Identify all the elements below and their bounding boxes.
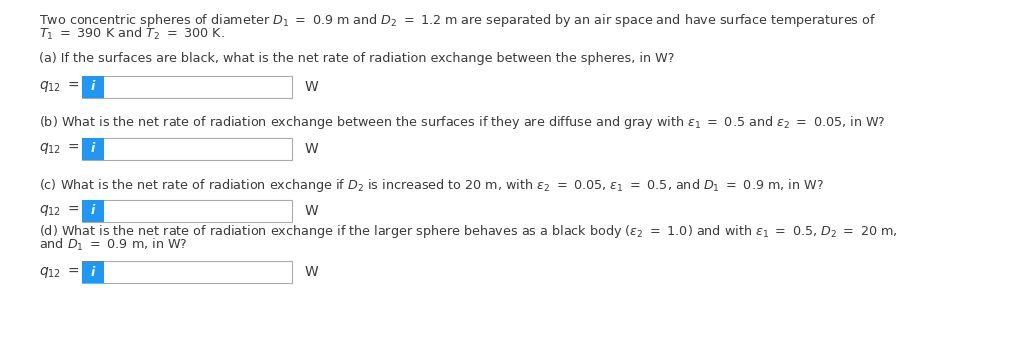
Text: and $D_1\ =\ 0.9$ m, in W?: and $D_1\ =\ 0.9$ m, in W?: [39, 237, 187, 253]
Text: W: W: [305, 204, 319, 218]
Text: $q_{12}\ =$: $q_{12}\ =$: [39, 80, 79, 94]
Text: i: i: [91, 143, 95, 156]
Text: $q_{12}\ =$: $q_{12}\ =$: [39, 142, 79, 157]
Text: W: W: [305, 265, 319, 279]
Text: W: W: [305, 80, 319, 94]
FancyBboxPatch shape: [82, 138, 292, 160]
FancyBboxPatch shape: [82, 200, 104, 222]
Text: (a) If the surfaces are black, what is the net rate of radiation exchange betwee: (a) If the surfaces are black, what is t…: [39, 52, 675, 65]
Text: i: i: [91, 81, 95, 94]
FancyBboxPatch shape: [82, 138, 104, 160]
Text: (c) What is the net rate of radiation exchange if $D_2$ is increased to 20 m, wi: (c) What is the net rate of radiation ex…: [39, 177, 823, 194]
Text: i: i: [91, 265, 95, 278]
FancyBboxPatch shape: [82, 76, 292, 98]
Text: $T_1\ =\ 390$ K and $T_2\ =\ 300$ K.: $T_1\ =\ 390$ K and $T_2\ =\ 300$ K.: [39, 26, 224, 42]
FancyBboxPatch shape: [82, 200, 292, 222]
Text: (b) What is the net rate of radiation exchange between the surfaces if they are : (b) What is the net rate of radiation ex…: [39, 114, 886, 131]
Text: $q_{12}\ =$: $q_{12}\ =$: [39, 203, 79, 219]
Text: $q_{12}\ =$: $q_{12}\ =$: [39, 264, 79, 279]
FancyBboxPatch shape: [82, 261, 292, 283]
Text: Two concentric spheres of diameter $D_1\ =\ 0.9$ m and $D_2\ =\ 1.2$ m are separ: Two concentric spheres of diameter $D_1\…: [39, 12, 876, 29]
Text: i: i: [91, 205, 95, 218]
FancyBboxPatch shape: [82, 76, 104, 98]
Text: W: W: [305, 142, 319, 156]
FancyBboxPatch shape: [82, 261, 104, 283]
Text: (d) What is the net rate of radiation exchange if the larger sphere behaves as a: (d) What is the net rate of radiation ex…: [39, 223, 898, 240]
